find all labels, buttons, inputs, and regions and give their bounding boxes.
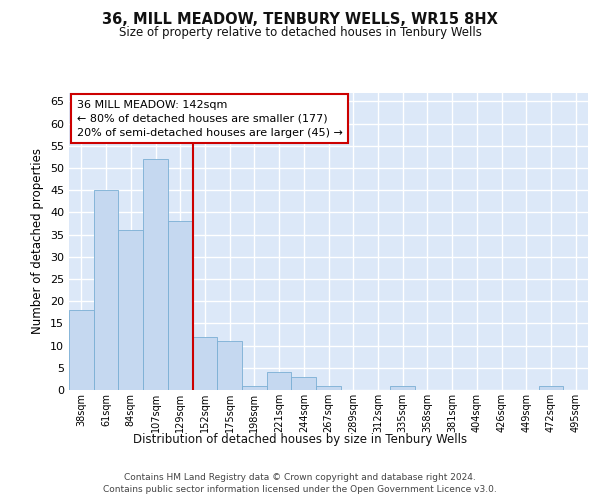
Bar [69, 310, 94, 390]
Text: 36, MILL MEADOW, TENBURY WELLS, WR15 8HX: 36, MILL MEADOW, TENBURY WELLS, WR15 8HX [102, 12, 498, 28]
Bar [168, 222, 193, 390]
Bar [316, 386, 341, 390]
Bar [539, 386, 563, 390]
Bar [267, 372, 292, 390]
Bar [143, 159, 168, 390]
Bar [94, 190, 118, 390]
Bar [217, 341, 242, 390]
Text: Contains HM Land Registry data © Crown copyright and database right 2024.: Contains HM Land Registry data © Crown c… [124, 472, 476, 482]
Bar [118, 230, 143, 390]
Y-axis label: Number of detached properties: Number of detached properties [31, 148, 44, 334]
Bar [292, 376, 316, 390]
Text: Size of property relative to detached houses in Tenbury Wells: Size of property relative to detached ho… [119, 26, 481, 39]
Text: Contains public sector information licensed under the Open Government Licence v3: Contains public sector information licen… [103, 485, 497, 494]
Bar [193, 336, 217, 390]
Bar [242, 386, 267, 390]
Text: 36 MILL MEADOW: 142sqm
← 80% of detached houses are smaller (177)
20% of semi-de: 36 MILL MEADOW: 142sqm ← 80% of detached… [77, 100, 343, 138]
Bar [390, 386, 415, 390]
Text: Distribution of detached houses by size in Tenbury Wells: Distribution of detached houses by size … [133, 432, 467, 446]
